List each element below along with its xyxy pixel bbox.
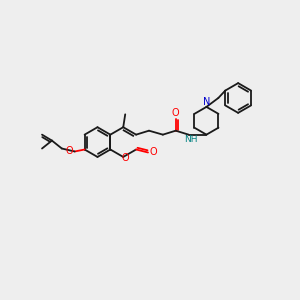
Text: NH: NH — [184, 135, 197, 144]
Text: O: O — [66, 146, 74, 157]
Text: N: N — [203, 97, 210, 107]
Text: O: O — [172, 108, 179, 118]
Text: O: O — [122, 153, 129, 163]
Text: O: O — [149, 148, 157, 158]
